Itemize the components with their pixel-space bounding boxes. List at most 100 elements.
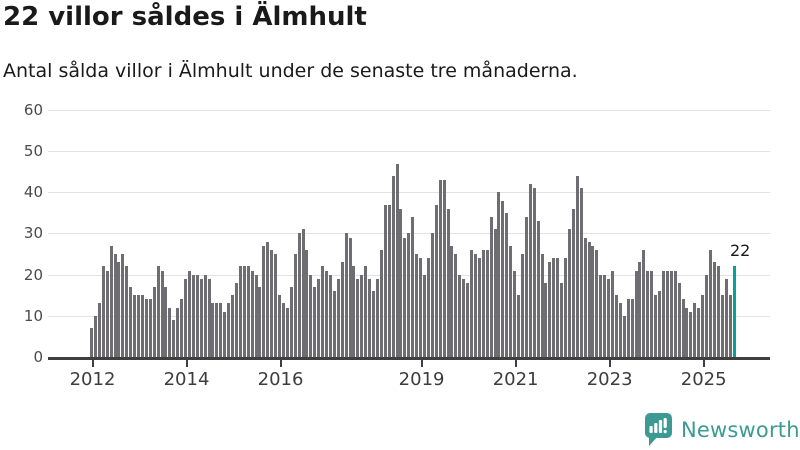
bar xyxy=(477,258,481,357)
bar xyxy=(313,287,317,357)
x-tick xyxy=(420,360,423,367)
bar xyxy=(607,278,611,357)
bar xyxy=(321,266,325,357)
x-tick xyxy=(185,360,188,367)
bar xyxy=(148,299,152,357)
bar xyxy=(113,254,117,357)
bar xyxy=(626,299,630,357)
bar xyxy=(407,233,411,357)
newsworthy-wordmark: Newsworthy xyxy=(681,418,800,442)
bar xyxy=(262,245,266,357)
bar xyxy=(595,249,599,357)
bar xyxy=(270,249,274,357)
bar xyxy=(493,229,497,357)
bar xyxy=(587,241,591,357)
x-tick xyxy=(608,360,611,367)
x-tick-label: 2016 xyxy=(257,369,304,390)
bar xyxy=(622,315,626,357)
bar xyxy=(360,274,364,357)
bar xyxy=(532,188,536,357)
bar xyxy=(238,266,242,357)
gridline xyxy=(48,151,770,153)
bar xyxy=(289,287,293,357)
bar xyxy=(285,307,289,357)
bar xyxy=(305,249,309,357)
bar xyxy=(234,282,238,357)
bar xyxy=(195,274,199,357)
bar xyxy=(423,274,426,357)
newsworthy-logo: Newsworthy xyxy=(644,412,800,448)
bar xyxy=(187,270,191,357)
bar xyxy=(630,299,634,357)
bar xyxy=(712,262,716,357)
bar xyxy=(473,254,477,357)
bar xyxy=(419,258,423,357)
bar xyxy=(462,278,466,357)
bar xyxy=(470,249,474,357)
bar xyxy=(203,274,207,357)
bar xyxy=(603,274,607,357)
bar xyxy=(677,282,681,357)
bar xyxy=(411,217,415,357)
bar xyxy=(720,295,724,357)
bar xyxy=(513,270,517,357)
highlighted-bar xyxy=(732,266,736,357)
bar xyxy=(583,237,587,357)
bar xyxy=(716,266,720,357)
x-tick-label: 2014 xyxy=(163,369,210,390)
bar xyxy=(117,262,121,357)
bar xyxy=(599,274,603,357)
bar xyxy=(278,295,282,357)
bar xyxy=(387,204,391,357)
bar xyxy=(364,266,368,357)
bar xyxy=(728,295,732,357)
bar xyxy=(274,254,278,357)
x-tick xyxy=(702,360,705,367)
bar xyxy=(485,249,489,357)
bar xyxy=(642,249,646,357)
bar xyxy=(665,270,669,357)
bar xyxy=(101,266,105,357)
bar xyxy=(646,270,650,357)
x-tick-label: 2023 xyxy=(586,369,633,390)
y-tick-label: 40 xyxy=(23,183,43,202)
bar xyxy=(368,278,372,357)
bar xyxy=(497,192,501,357)
bar xyxy=(708,249,712,357)
bar xyxy=(137,295,140,357)
bar xyxy=(348,237,352,357)
bar xyxy=(673,270,677,357)
bar xyxy=(246,266,250,357)
bar xyxy=(105,270,109,357)
y-tick-label: 30 xyxy=(23,224,43,243)
bar xyxy=(129,287,133,357)
bar xyxy=(254,274,258,357)
newsworthy-icon xyxy=(645,413,672,446)
bar xyxy=(556,258,560,357)
bar xyxy=(501,200,505,357)
highlight-value-label: 22 xyxy=(730,241,751,260)
bar xyxy=(93,315,97,357)
bar xyxy=(426,258,430,357)
bar xyxy=(125,266,129,357)
bar xyxy=(489,217,493,357)
bar xyxy=(199,278,203,357)
bar xyxy=(184,278,188,357)
bar xyxy=(701,295,705,357)
bar xyxy=(509,245,513,357)
bar xyxy=(571,208,575,357)
bar xyxy=(442,179,446,357)
bar xyxy=(172,319,176,357)
bar xyxy=(517,295,521,357)
bar xyxy=(446,208,450,357)
bar xyxy=(325,270,329,357)
bar xyxy=(650,270,654,357)
bar xyxy=(168,307,172,357)
bar xyxy=(552,258,556,357)
bar xyxy=(658,291,662,357)
bar xyxy=(540,254,544,357)
bar xyxy=(434,204,438,357)
bar xyxy=(328,274,332,357)
bar xyxy=(340,262,344,357)
